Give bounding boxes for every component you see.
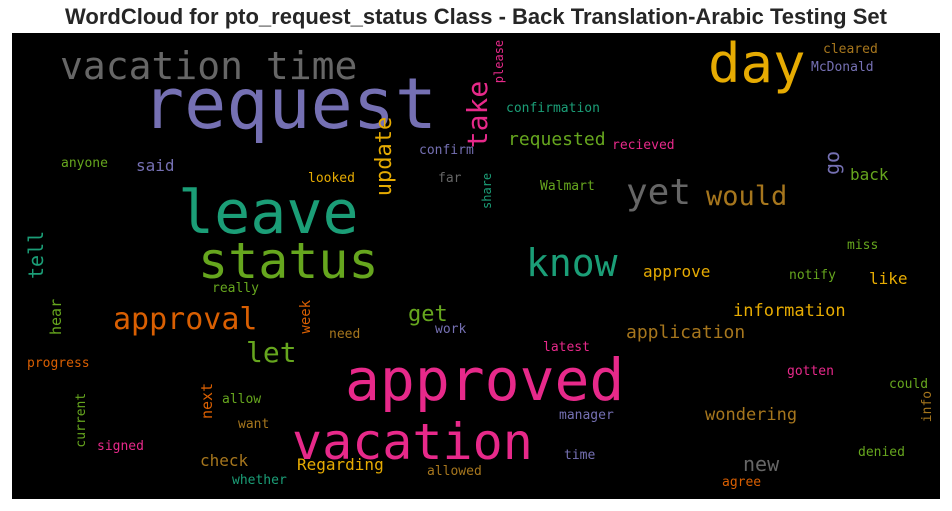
word-denied: denied [858,445,905,460]
word-recieved: recieved [612,138,675,153]
word-would: would [706,181,788,212]
word-walmart: Walmart [540,179,595,194]
word-info: info [920,390,935,423]
word-status: status [198,232,379,290]
word-wondering: wondering [705,405,798,425]
word-notify: notify [789,268,836,283]
word-work: work [435,322,467,337]
word-far: far [438,171,462,186]
word-hear: hear [47,298,65,335]
word-confirmation: confirmation [506,101,600,116]
word-gotten: gotten [787,364,834,379]
word-know: know [526,241,618,285]
word-really: really [212,281,259,296]
word-tell: tell [24,230,48,279]
word-time: time [564,448,596,463]
word-cleared: cleared [823,42,878,57]
word-next: next [198,382,216,419]
word-get: get [408,302,448,327]
word-please: please [492,39,506,84]
word-could: could [889,377,929,392]
word-said: said [136,156,175,175]
word-let: let [246,336,297,369]
word-vacation-time: vacation time [60,44,358,88]
word-mcdonald: McDonald [811,60,874,75]
word-anyone: anyone [61,156,108,171]
word-yet: yet [626,172,692,213]
word-vacation: vacation [292,413,533,471]
word-request: request [142,63,438,145]
word-regarding: Regarding [297,455,384,474]
word-progress: progress [27,356,90,371]
word-approval: approval [113,302,258,337]
chart-title: WordCloud for pto_request_status Class -… [65,4,887,29]
word-allow: allow [222,392,262,407]
word-approve: approve [643,262,711,281]
word-confirm: confirm [419,143,474,158]
word-current: current [74,392,89,448]
word-new: new [743,452,780,476]
word-information: information [733,301,846,321]
word-want: want [238,417,270,432]
word-take: take [461,80,494,149]
word-week: week [298,299,314,334]
word-miss: miss [847,238,879,253]
word-back: back [850,165,889,184]
word-like: like [869,269,908,288]
word-signed: signed [97,439,144,454]
word-latest: latest [543,340,590,355]
word-agree: agree [722,475,762,490]
word-allowed: allowed [427,464,482,479]
word-looked: looked [308,171,355,186]
word-need: need [329,327,361,342]
word-approved: approved [345,346,625,414]
word-check: check [200,451,249,470]
word-day: day [708,33,806,95]
word-update: update [372,116,397,197]
word-manager: manager [559,408,614,423]
word-cloud: request approved leave status vacation day vac… [12,33,940,499]
word-whether: whether [232,473,287,488]
word-application: application [626,322,746,343]
word-leave: leave [178,178,359,248]
word-go: go [820,150,844,175]
word-requested: requested [508,129,606,150]
word-share: share [480,172,494,209]
